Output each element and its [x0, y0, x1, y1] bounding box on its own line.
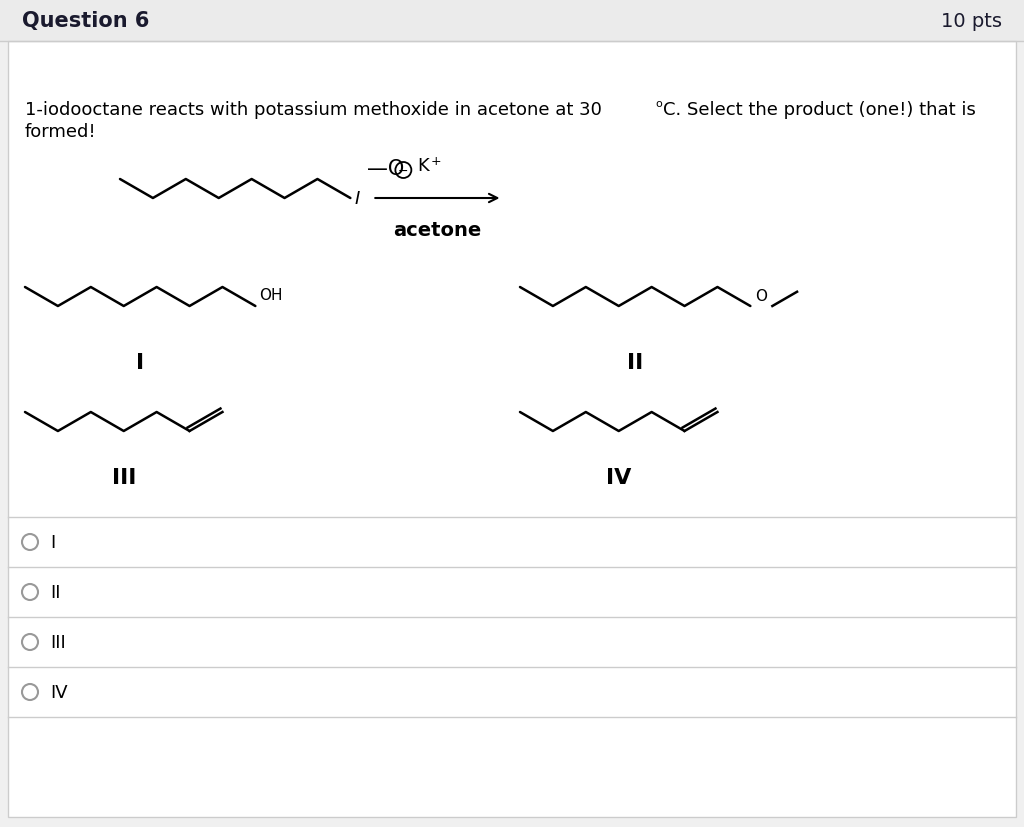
Text: OH: OH	[259, 288, 283, 303]
Text: 1-iodooctane reacts with potassium methoxide in acetone at 30: 1-iodooctane reacts with potassium metho…	[25, 101, 602, 119]
Text: o: o	[655, 99, 662, 109]
Text: I: I	[136, 352, 144, 372]
Text: I: I	[50, 533, 55, 552]
Text: +: +	[430, 155, 441, 168]
Text: —O: —O	[368, 159, 404, 179]
Text: acetone: acetone	[393, 221, 481, 240]
Text: O: O	[756, 289, 767, 304]
Text: II: II	[50, 583, 60, 601]
Text: C. Select the product (one!) that is: C. Select the product (one!) that is	[663, 101, 976, 119]
Text: I: I	[354, 189, 359, 208]
Text: II: II	[627, 352, 643, 372]
Text: 10 pts: 10 pts	[941, 12, 1002, 31]
Text: formed!: formed!	[25, 123, 96, 141]
Text: Question 6: Question 6	[22, 11, 150, 31]
Text: III: III	[50, 633, 66, 651]
Text: −: −	[398, 165, 409, 177]
Text: K: K	[418, 157, 429, 174]
Bar	[0, 0, 1024, 42]
Text: IV: IV	[50, 683, 68, 701]
Text: III: III	[112, 467, 136, 487]
Text: IV: IV	[606, 467, 632, 487]
